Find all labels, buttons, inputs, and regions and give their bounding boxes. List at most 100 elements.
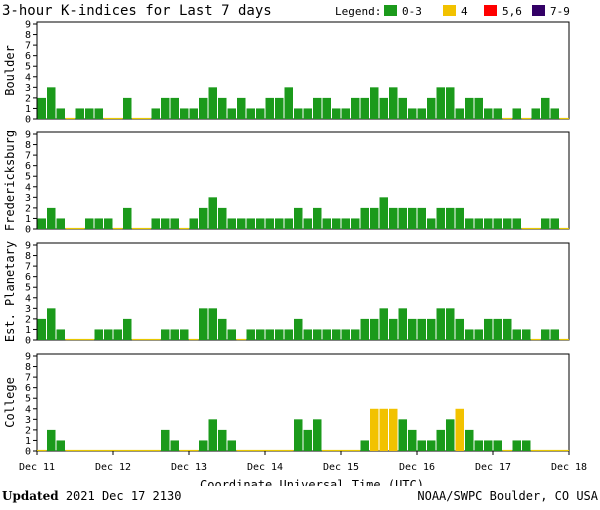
x-tick-label: Dec 14	[247, 462, 283, 473]
y-tick-label: 7	[25, 262, 31, 273]
panel-frame	[36, 353, 570, 452]
bar	[161, 429, 170, 451]
bar	[294, 318, 303, 340]
bar	[246, 329, 255, 340]
bar	[294, 419, 303, 451]
bar	[85, 108, 94, 119]
bar	[37, 218, 46, 229]
bar	[284, 87, 293, 119]
y-tick-label: 0	[25, 447, 31, 458]
bar	[360, 440, 369, 451]
bar	[170, 329, 179, 340]
bar	[351, 329, 360, 340]
bar	[341, 108, 350, 119]
bar	[199, 207, 208, 229]
bar	[218, 97, 227, 119]
bar	[512, 329, 521, 340]
bar	[541, 97, 550, 119]
bar	[408, 429, 417, 451]
y-tick-label: 9	[25, 241, 31, 252]
bar	[56, 218, 65, 229]
bar	[465, 429, 474, 451]
k-index-chart: 3-hour K-indices for Last 7 days Legend:…	[2, 3, 587, 486]
bar	[284, 329, 293, 340]
bar	[294, 207, 303, 229]
bar	[465, 329, 474, 340]
y-tick-label: 5	[25, 172, 31, 183]
bar	[379, 308, 388, 340]
bar	[531, 108, 540, 119]
bar	[360, 318, 369, 340]
updated-label: Updated	[2, 489, 59, 503]
bar	[322, 218, 331, 229]
bar	[379, 197, 388, 229]
bar	[484, 108, 493, 119]
bar	[227, 218, 236, 229]
bar	[417, 318, 426, 340]
bar	[436, 207, 445, 229]
x-tick-label: Dec 13	[171, 462, 207, 473]
y-tick-label: 4	[25, 182, 31, 193]
bar	[398, 97, 407, 119]
bar	[398, 207, 407, 229]
bar	[436, 308, 445, 340]
bar	[313, 207, 322, 229]
bar	[265, 97, 274, 119]
bar	[474, 440, 483, 451]
bar	[227, 108, 236, 119]
bar	[484, 218, 493, 229]
bar	[161, 218, 170, 229]
bar	[512, 218, 521, 229]
bar	[379, 408, 388, 451]
bar	[341, 329, 350, 340]
bar	[332, 108, 341, 119]
y-tick-label: 5	[25, 283, 31, 294]
bar	[370, 318, 379, 340]
bar	[512, 108, 521, 119]
bar	[484, 440, 493, 451]
bar	[512, 440, 521, 451]
legend-swatch-2	[443, 5, 456, 16]
y-tick-label: 0	[25, 336, 31, 347]
y-tick-label: 8	[25, 140, 31, 151]
bar	[237, 218, 246, 229]
bar	[294, 108, 303, 119]
bar	[493, 218, 502, 229]
legend-swatch-3	[484, 5, 497, 16]
legend-label-2: 4	[461, 5, 468, 18]
y-tick-label: 4	[25, 293, 31, 304]
bar	[170, 218, 179, 229]
bar	[550, 218, 559, 229]
bar	[218, 429, 227, 451]
y-tick-label: 1	[25, 325, 31, 336]
station-name: Fredericksburg	[3, 130, 17, 231]
bar	[75, 108, 84, 119]
bar	[427, 97, 436, 119]
y-tick-label: 8	[25, 362, 31, 373]
y-tick-label: 7	[25, 151, 31, 162]
x-axis-label: Coordinate Universal Time (UTC)	[200, 478, 424, 486]
bar	[465, 218, 474, 229]
bar	[104, 218, 113, 229]
bar	[351, 97, 360, 119]
bar	[360, 207, 369, 229]
station-name: Est. Planetary	[3, 241, 17, 342]
bar	[256, 108, 265, 119]
bar	[474, 97, 483, 119]
bar	[265, 218, 274, 229]
bar	[47, 308, 56, 340]
y-tick-label: 7	[25, 373, 31, 384]
bar	[265, 329, 274, 340]
y-tick-label: 5	[25, 394, 31, 405]
bar	[436, 87, 445, 119]
bar	[275, 329, 284, 340]
bar	[313, 329, 322, 340]
bar	[208, 419, 217, 451]
bar	[56, 108, 65, 119]
bar	[541, 218, 550, 229]
y-tick-label: 8	[25, 30, 31, 41]
x-axis: Dec 11 Dec 12 Dec 13 Dec 14 Dec 15 Dec 16 Dec …	[19, 451, 587, 473]
bar	[303, 218, 312, 229]
bar	[484, 318, 493, 340]
